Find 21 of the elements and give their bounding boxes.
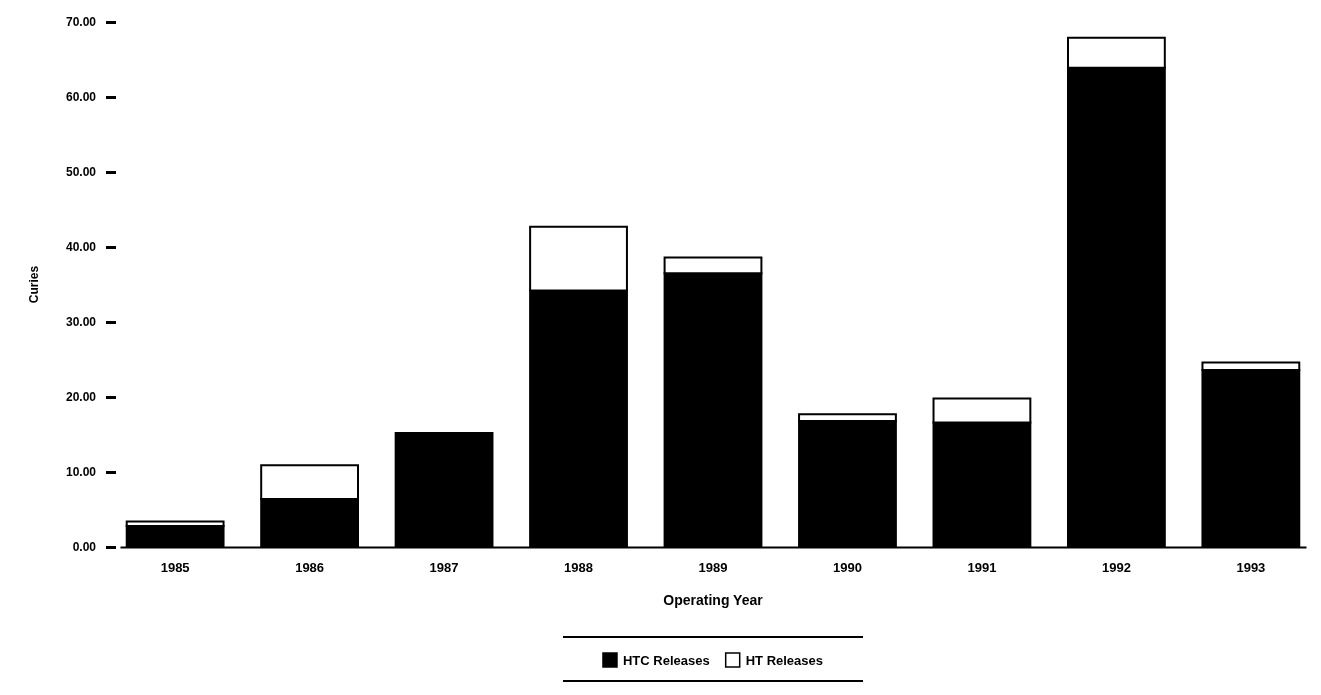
y-tick-label: 70.00 xyxy=(65,15,97,30)
y-tick-label: 30.00 xyxy=(65,315,97,330)
y-tick-label: 0.00 xyxy=(72,540,97,555)
y-axis-title: Curies xyxy=(27,265,41,304)
y-tick-label: 20.00 xyxy=(65,390,97,405)
x-tick-label: 1989 xyxy=(698,560,728,576)
x-tick-label: 1986 xyxy=(295,560,325,576)
x-tick-label: 1990 xyxy=(833,560,862,576)
y-tick-label: 60.00 xyxy=(65,90,97,105)
x-tick-label: 1993 xyxy=(1236,560,1266,576)
x-tick-label: 1988 xyxy=(564,560,593,576)
y-tick-label: 10.00 xyxy=(65,465,97,480)
legend-label: HTC Releases xyxy=(622,653,710,668)
x-tick-label: 1991 xyxy=(967,560,997,576)
x-tick-label: 1992 xyxy=(1101,560,1131,576)
y-tick-label: 50.00 xyxy=(65,165,97,180)
x-tick-label: 1985 xyxy=(160,560,190,576)
x-tick-label: 1987 xyxy=(429,560,459,576)
x-axis-title: Operating Year xyxy=(663,592,764,608)
legend-label: HT Releases xyxy=(745,653,824,668)
y-tick-label: 40.00 xyxy=(65,240,97,255)
